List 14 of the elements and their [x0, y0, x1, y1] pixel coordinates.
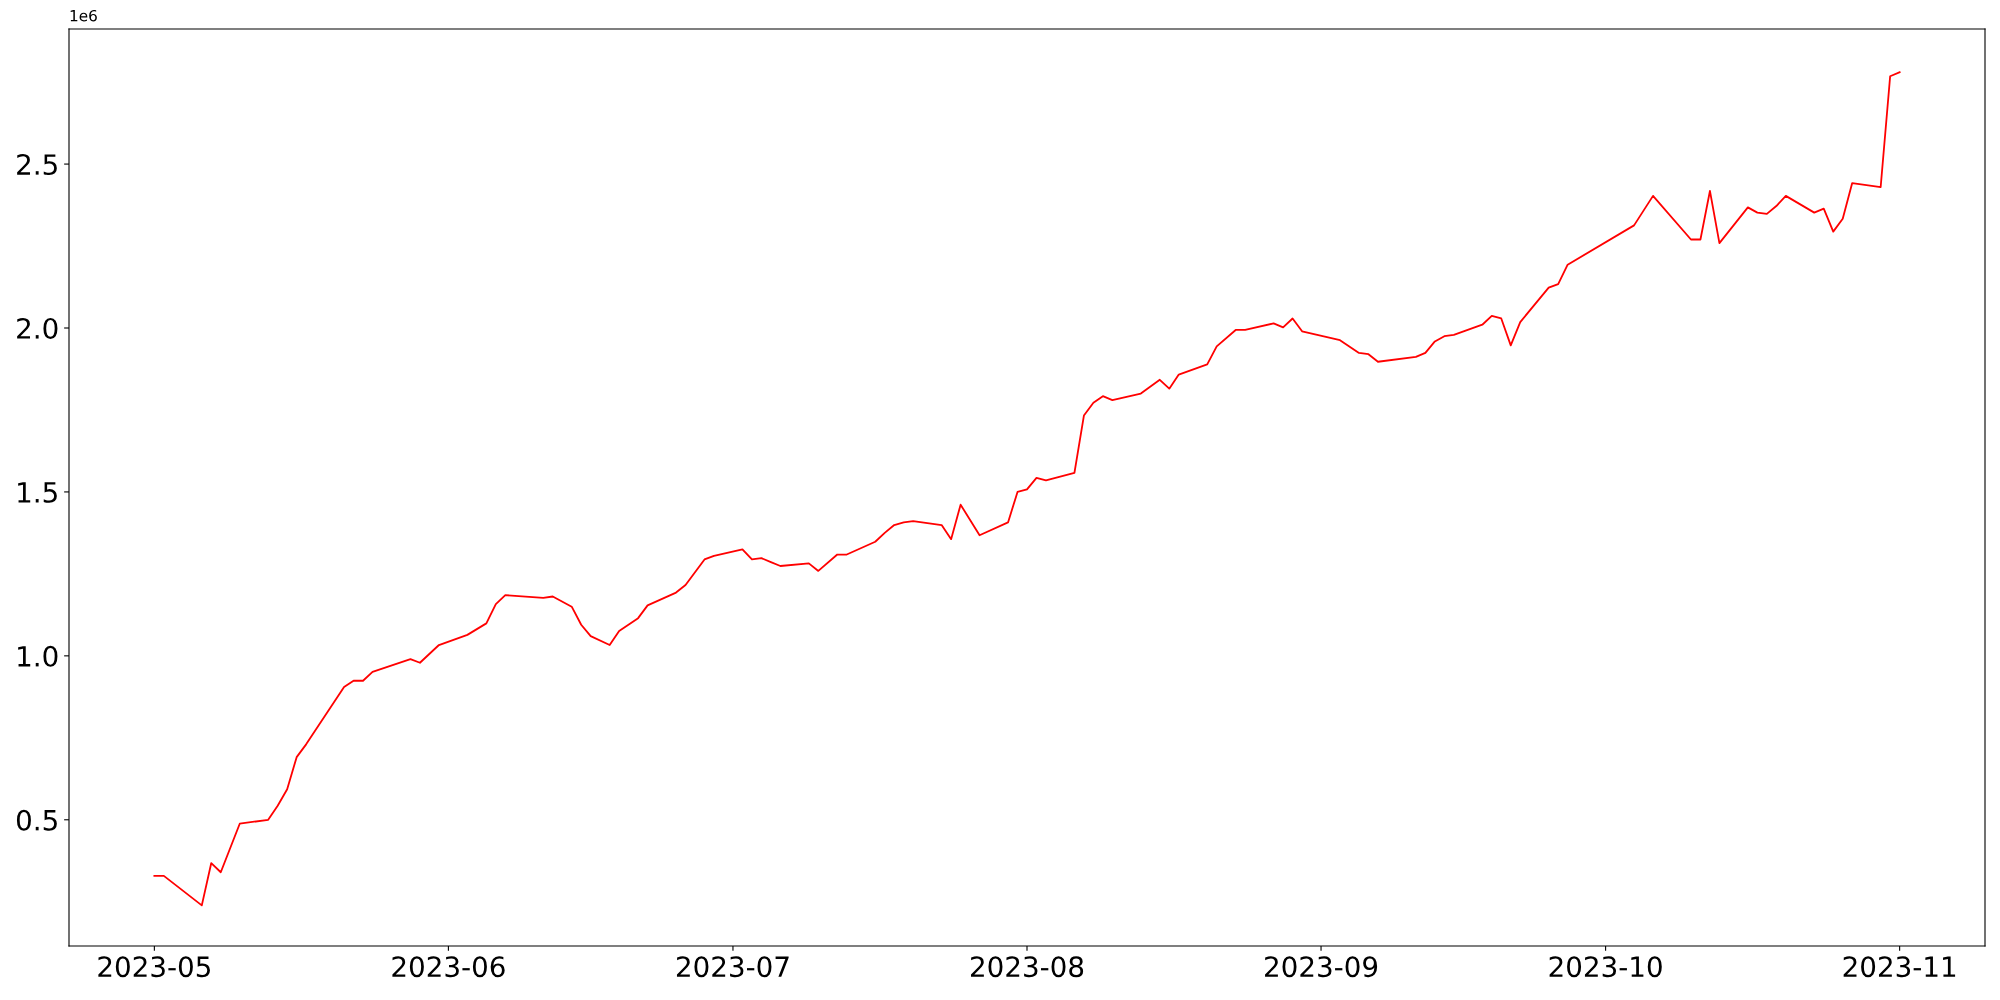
x-tick-label: 2023-05 — [98, 956, 210, 978]
x-tick-label: 2023-08 — [971, 956, 1084, 978]
x-tick-label: 2023-06 — [392, 956, 505, 978]
y-tick-label: 1.0 — [18, 645, 58, 667]
x-tick-label: 2023-09 — [1265, 956, 1378, 978]
y-tick-label: 2.0 — [17, 317, 58, 339]
x-tick-label: 2023-10 — [1549, 956, 1662, 978]
y-tick-label: 1.5 — [18, 482, 57, 503]
text: 1e6 — [70, 9, 97, 22]
x-tick-label: 2023-11 — [1843, 956, 1956, 978]
line-series — [153, 71, 1901, 907]
x-tick-label: 2023-07 — [676, 956, 789, 978]
y-tick-label: 0.5 — [16, 809, 57, 831]
y-tick-label: 2.5 — [17, 154, 57, 176]
